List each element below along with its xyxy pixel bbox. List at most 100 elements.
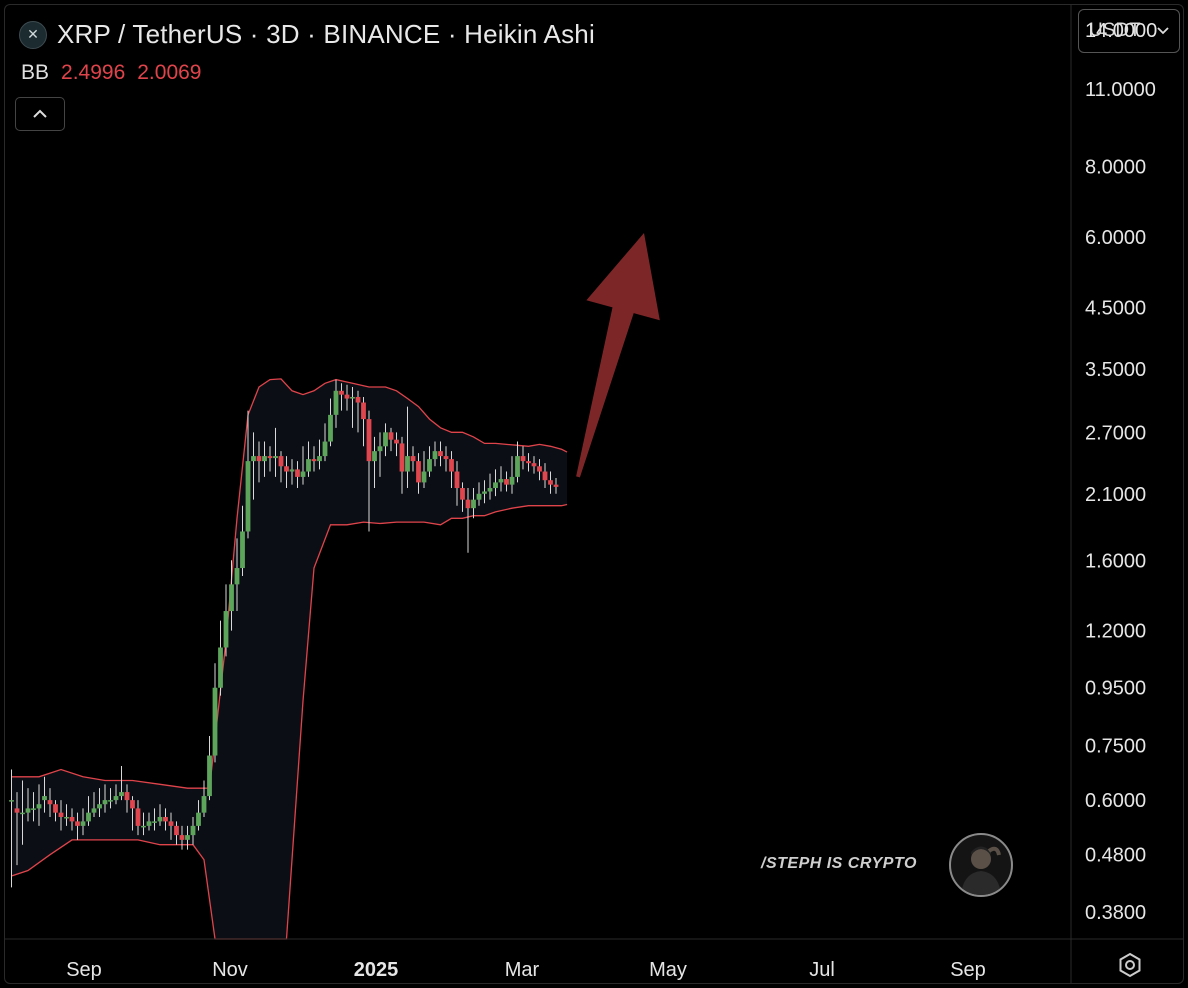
candle-body (531, 463, 537, 467)
candle-body (91, 808, 97, 813)
time-axis-label: Sep (66, 959, 102, 981)
candle-body (405, 456, 410, 472)
candle-body (36, 804, 42, 809)
indicator-legend[interactable]: BB 2.4996 2.0069 (21, 61, 201, 85)
candle-body (520, 456, 526, 462)
candle-body (240, 531, 245, 569)
candle-body (278, 456, 284, 467)
candle-body (86, 812, 91, 822)
candle-body (366, 419, 372, 462)
candle-body (344, 394, 350, 399)
price-axis-label: 0.7500 (1085, 736, 1146, 758)
candle-body (300, 471, 306, 477)
candle-body (223, 611, 229, 648)
candle-body (295, 469, 300, 477)
candle-body (372, 451, 377, 462)
candle-body (273, 456, 278, 459)
candle-body (47, 800, 53, 805)
candle-body (201, 796, 207, 813)
time-axis-label: Jul (809, 959, 835, 981)
time-axis-label: Sep (950, 959, 986, 981)
candle-body (196, 812, 201, 826)
watermark-text: /STEPH IS CRYPTO (761, 855, 917, 872)
candle-body (42, 796, 47, 801)
candle-body (58, 812, 64, 817)
candle-body (427, 459, 432, 472)
price-axis-label: 1.6000 (1085, 550, 1146, 572)
candle-body (333, 390, 339, 415)
candle-body (322, 441, 328, 457)
candle-body (509, 476, 515, 485)
candle-body (432, 451, 438, 460)
price-axis-label: 6.0000 (1085, 227, 1146, 249)
price-axis-label: 11.0000 (1085, 79, 1156, 101)
price-axis-label: 1.2000 (1085, 621, 1146, 643)
candle-body (350, 396, 355, 399)
candle-body (399, 443, 405, 472)
candle-body (388, 432, 394, 440)
candle-body (190, 825, 196, 836)
candle-body (245, 461, 251, 532)
candle-body (229, 584, 234, 612)
bollinger-lower-line (11, 503, 568, 940)
indicator-name: BB (21, 61, 50, 84)
candle-body (317, 456, 322, 462)
candle-body (234, 568, 240, 585)
candle-body (75, 821, 80, 826)
candle-body (438, 451, 443, 457)
price-axis-label: 2.7000 (1085, 422, 1146, 444)
candle-body (449, 459, 454, 472)
candle-body (493, 482, 498, 489)
candle-body (174, 825, 179, 836)
chart-settings-button[interactable] (1115, 950, 1145, 980)
candle-body (443, 456, 449, 460)
gear-icon (1119, 952, 1141, 978)
candle-body (80, 821, 86, 826)
candle-body (339, 390, 344, 395)
candle-body (168, 821, 174, 826)
price-axis-label: 2.1000 (1085, 484, 1146, 506)
bollinger-upper-line (11, 378, 568, 789)
time-axis-label: 2025 (354, 959, 399, 981)
candle-body (64, 816, 69, 819)
candle-body (9, 800, 14, 802)
candle-body (102, 800, 108, 805)
currency-label: USDT (1089, 20, 1141, 41)
candle-body (465, 499, 471, 509)
xrp-logo-icon: ✕ (19, 20, 47, 49)
candle-body (454, 471, 460, 489)
candle-body (482, 491, 487, 494)
candle-body (135, 808, 141, 826)
candle-body (53, 804, 58, 813)
price-axis-label: 8.0000 (1085, 157, 1146, 179)
currency-select[interactable]: USDT (1078, 9, 1180, 53)
candle-body (97, 804, 102, 809)
avatar (949, 833, 1013, 897)
candle-body (130, 800, 135, 809)
candle-body (14, 808, 20, 813)
indicator-value-lower: 2.0069 (137, 61, 202, 84)
price-axis-label: 14.0000 (1085, 20, 1157, 42)
chart-header: ✕ XRP / TetherUS · 3D · BINANCE · Heikin… (19, 19, 595, 50)
bollinger-band-fill (11, 378, 567, 939)
candle-body (267, 456, 273, 459)
candle-body (515, 456, 520, 477)
candle-body (212, 687, 218, 756)
candle-body (31, 808, 36, 810)
candle-body (537, 466, 542, 472)
candle-body (394, 439, 399, 444)
candle-body (256, 456, 262, 462)
candle-body (553, 484, 559, 487)
indicator-value-upper: 2.4996 (61, 61, 126, 84)
candle-body (251, 456, 256, 462)
candle-body (471, 499, 476, 509)
candle-body (526, 461, 531, 464)
candle-body (69, 816, 75, 822)
candle-body (383, 432, 388, 447)
candle-body (328, 414, 333, 442)
collapse-legend-button[interactable] (15, 97, 65, 131)
candle-body (152, 821, 157, 823)
candle-body (284, 466, 289, 472)
chart-canvas[interactable]: 14.0000 11.0000 8.0000 6.0000 4.5000 3.5000 2.… (5, 5, 1184, 984)
symbol-title[interactable]: XRP / TetherUS · 3D · BINANCE · Heikin A… (57, 19, 595, 49)
